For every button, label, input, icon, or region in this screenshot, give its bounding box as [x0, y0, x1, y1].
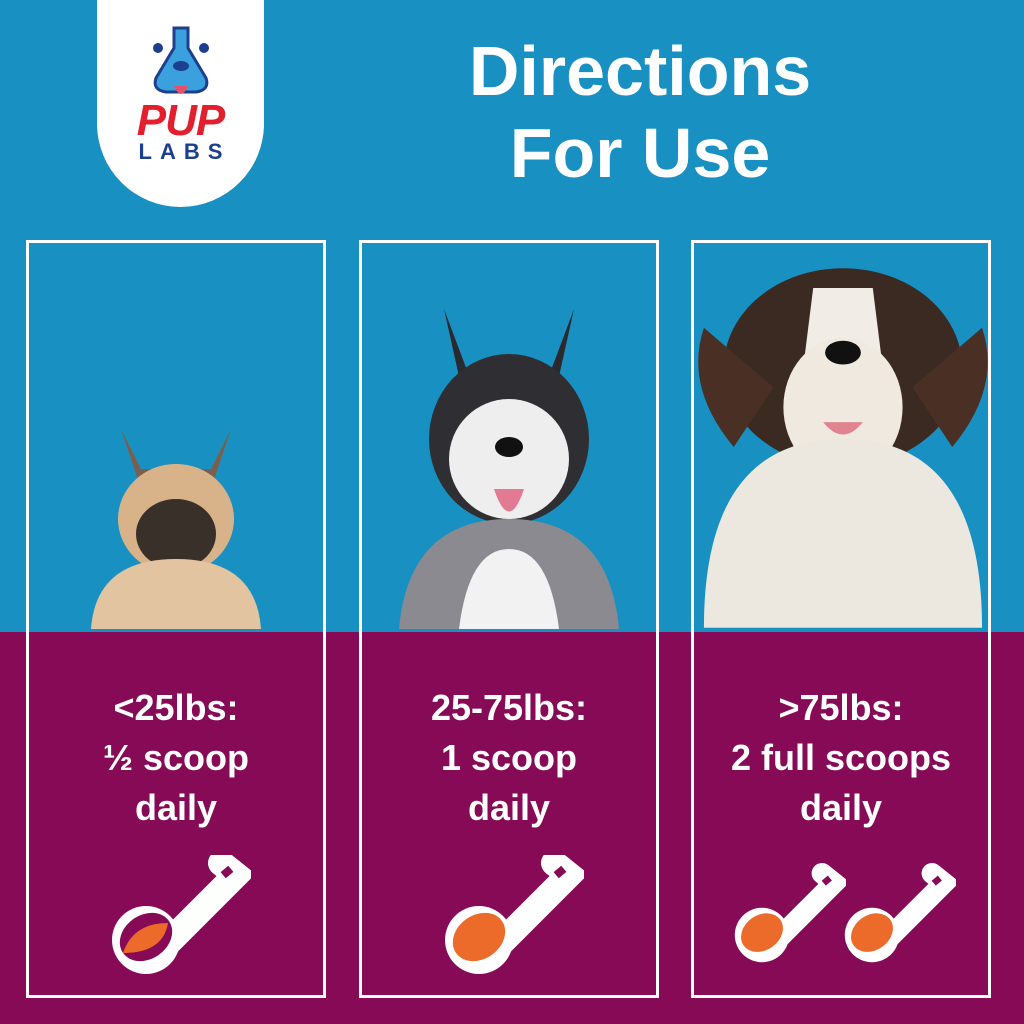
weight-label: >75lbs:: [778, 687, 904, 728]
weight-label: 25-75lbs:: [430, 687, 588, 728]
full-scoop-icon: [734, 863, 846, 963]
french-bulldog-image: [29, 409, 323, 629]
siberian-husky-image: [362, 309, 656, 629]
page-title: Directions For Use: [340, 30, 940, 194]
title-line-2: For Use: [509, 114, 771, 192]
amount-label: ½ scoop: [102, 737, 250, 778]
frequency-label: daily: [799, 787, 883, 828]
amount-label: 1 scoop: [440, 737, 578, 778]
frequency-label: daily: [134, 787, 218, 828]
saint-bernard-image: [694, 257, 988, 629]
full-scoop-icon: [445, 855, 584, 974]
flask-dog-icon: [152, 26, 209, 94]
panel-medium-dog: 25-75lbs: 1 scoop daily: [359, 240, 659, 998]
panel-large-dog: >75lbs: 2 full scoops daily: [691, 240, 991, 998]
amount-label: 2 full scoops: [730, 737, 952, 778]
half-scoop-icon: [112, 855, 251, 974]
logo-labs-text: LABS: [138, 139, 231, 164]
panel-small-dog: <25lbs: ½ scoop daily: [26, 240, 326, 998]
full-scoop-icon: [844, 863, 956, 963]
pup-labs-logo: PUP LABS: [97, 0, 264, 207]
title-line-1: Directions: [468, 32, 812, 110]
weight-label: <25lbs:: [113, 687, 239, 728]
frequency-label: daily: [467, 787, 551, 828]
logo-pup-text: PUP: [136, 96, 225, 145]
